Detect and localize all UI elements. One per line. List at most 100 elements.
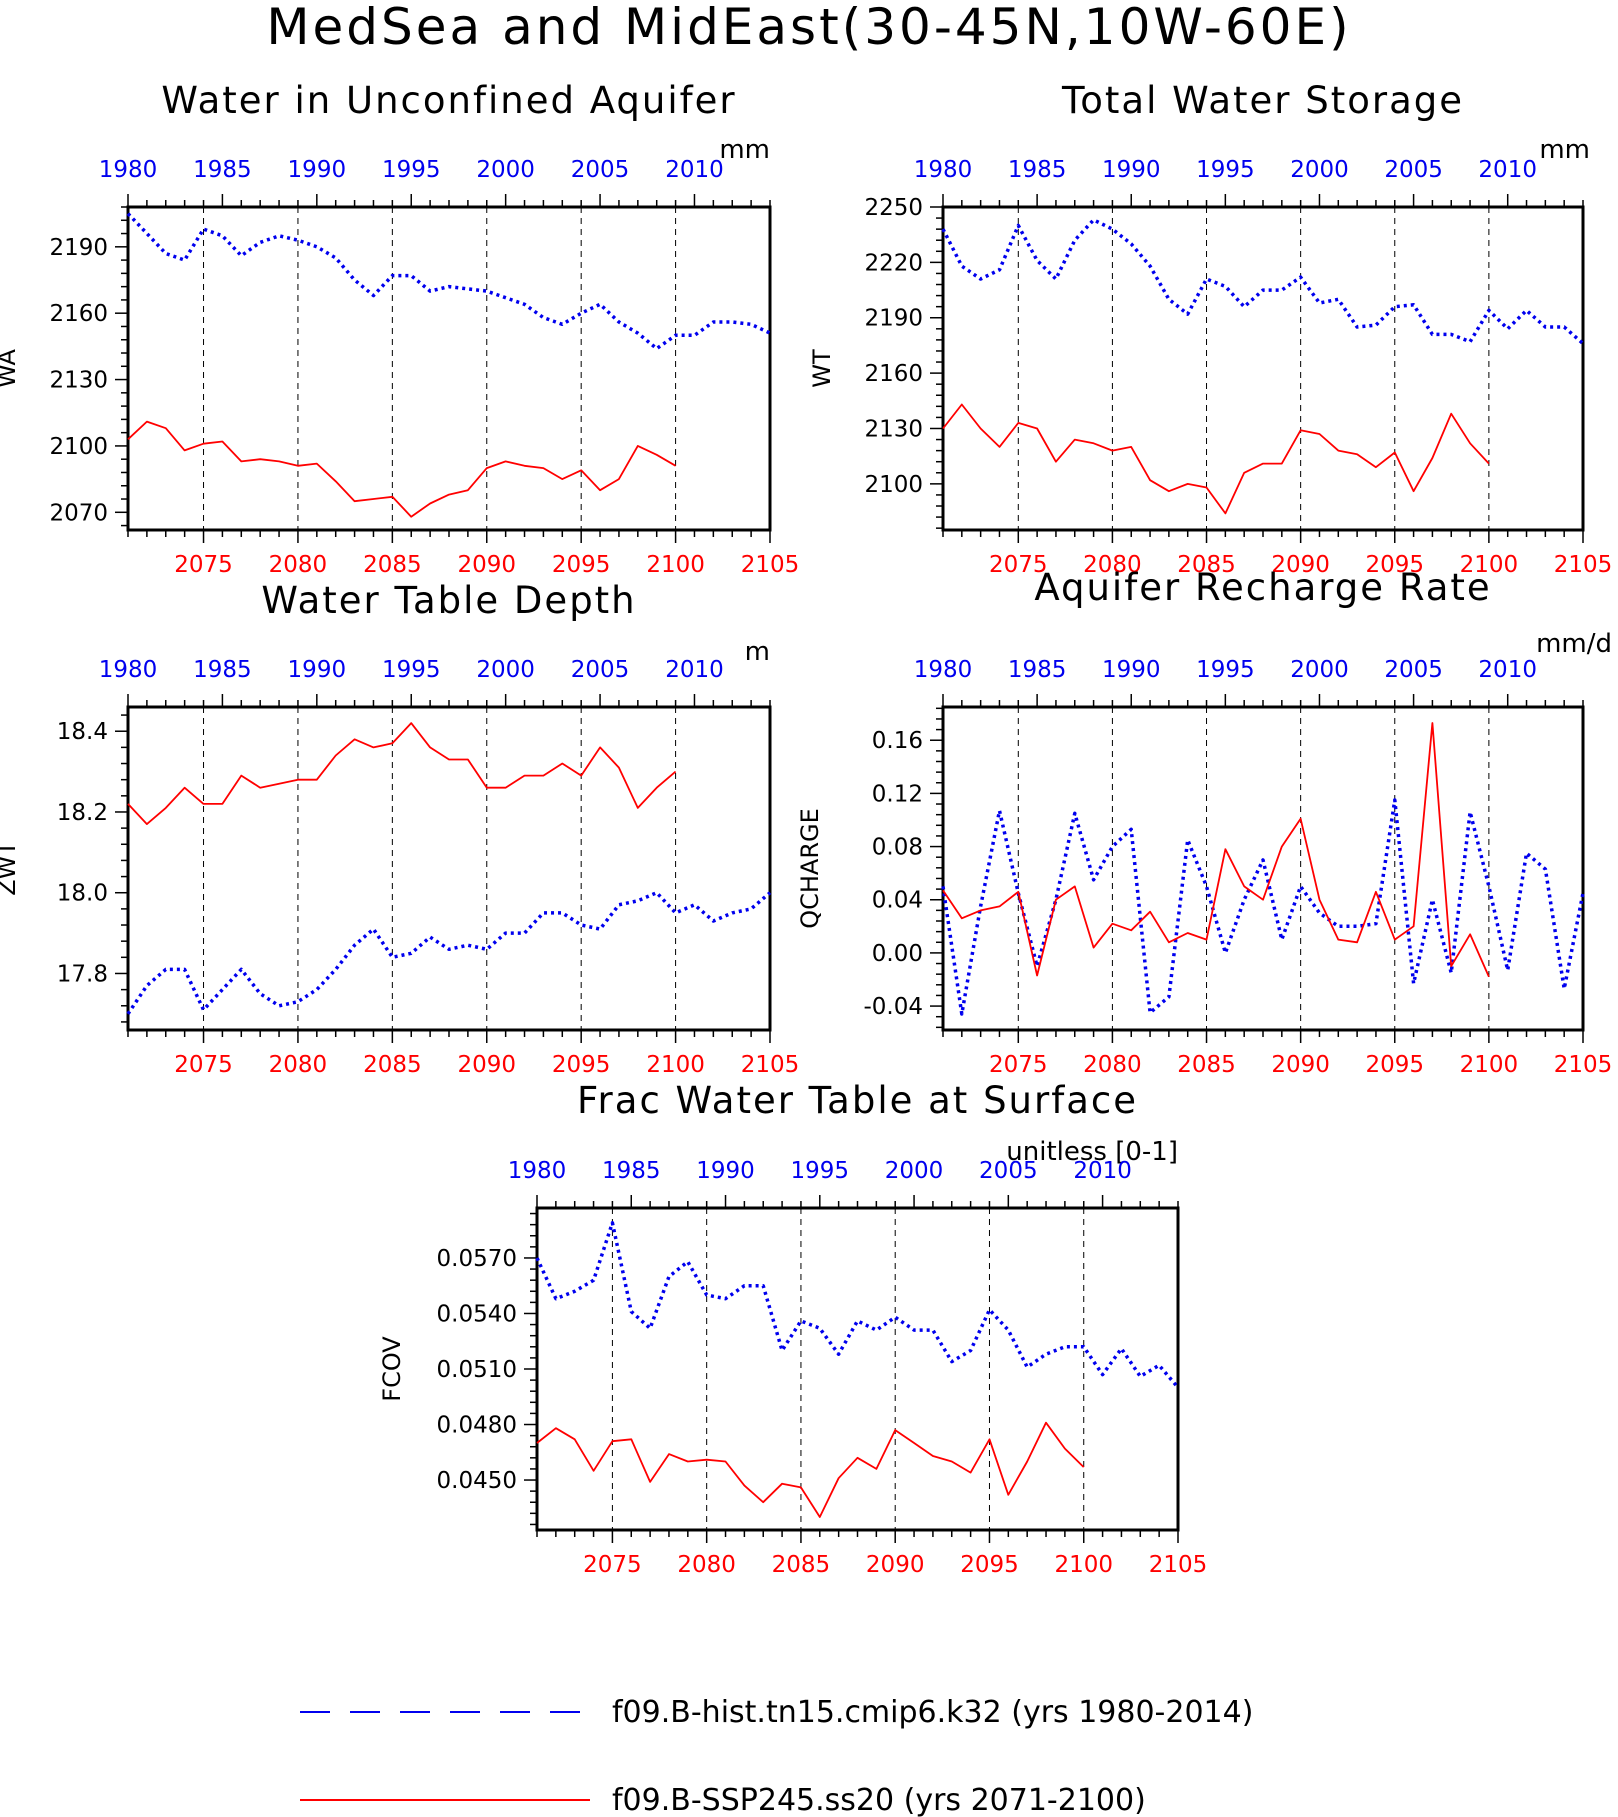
- x-bottom-tick-label: 2075: [989, 552, 1048, 578]
- x-bottom-tick-label: 2080: [1083, 552, 1142, 578]
- panel-title: Frac Water Table at Surface: [577, 1079, 1138, 1122]
- y-tick-label: 0.0570: [437, 1246, 517, 1272]
- y-tick-label: 18.4: [57, 719, 108, 745]
- x-top-tick-label: 2000: [885, 1158, 944, 1184]
- x-bottom-tick-label: 2095: [1365, 552, 1424, 578]
- x-top-tick-label: 2010: [665, 657, 724, 683]
- x-bottom-tick-label: 2085: [772, 1552, 831, 1578]
- legend-label-hist: f09.B-hist.tn15.cmip6.k32 (yrs 1980-2014…: [612, 1695, 1253, 1730]
- x-bottom-tick-label: 2105: [1554, 552, 1613, 578]
- x-bottom-tick-label: 2090: [457, 1052, 516, 1078]
- y-tick-label: 2130: [49, 368, 108, 394]
- x-top-tick-label: 2010: [665, 157, 724, 183]
- x-bottom-tick-label: 2080: [677, 1552, 736, 1578]
- y-tick-label: 2100: [864, 472, 923, 498]
- y-tick-label: 2190: [49, 235, 108, 261]
- x-top-tick-label: 1990: [1102, 157, 1161, 183]
- x-top-tick-label: 2000: [1290, 157, 1349, 183]
- y-tick-label: 2250: [864, 195, 923, 221]
- series-line-hist: [941, 218, 1585, 345]
- units-label: m: [745, 637, 770, 667]
- x-top-tick-label: 1995: [382, 657, 441, 683]
- x-top-tick-label: 1990: [288, 157, 347, 183]
- y-tick-label: 2160: [864, 361, 923, 387]
- series-line-ssp: [536, 1421, 1085, 1518]
- legend: f09.B-hist.tn15.cmip6.k32 (yrs 1980-2014…: [300, 1695, 1253, 1817]
- y-tick-label: 2220: [864, 250, 923, 276]
- x-bottom-tick-label: 2075: [583, 1552, 642, 1578]
- x-top-tick-label: 1980: [914, 657, 973, 683]
- x-top-tick-label: 1985: [193, 657, 252, 683]
- x-bottom-tick-label: 2100: [1054, 1552, 1113, 1578]
- x-top-tick-label: 1985: [602, 1158, 661, 1184]
- x-bottom-tick-label: 2105: [741, 552, 800, 578]
- y-tick-label: 2100: [49, 434, 108, 460]
- y-tick-label: 2130: [864, 416, 923, 442]
- x-top-tick-label: 2005: [1384, 157, 1443, 183]
- x-top-tick-label: 1995: [1196, 657, 1255, 683]
- x-bottom-tick-label: 2090: [1271, 1052, 1330, 1078]
- y-tick-label: 0.04: [872, 888, 923, 914]
- y-axis-label: FCOV: [378, 1336, 406, 1402]
- panels: Water in Unconfined Aquifer mm 2075 2080 208…: [0, 79, 1612, 1578]
- units-label: mm: [1539, 135, 1590, 165]
- y-tick-label: 18.0: [57, 881, 108, 907]
- x-top-tick-label: 1985: [1008, 657, 1067, 683]
- x-bottom-tick-label: 2080: [269, 552, 328, 578]
- y-tick-label: 0.12: [872, 781, 923, 807]
- x-bottom-tick-label: 2095: [1365, 1052, 1424, 1078]
- x-bottom-tick-label: 2095: [960, 1552, 1019, 1578]
- legend-label-ssp: f09.B-SSP245.ss20 (yrs 2071-2100): [612, 1783, 1146, 1817]
- panel-3: Water Table Depth m 2075 2080 2085 2090 2095 21…: [0, 579, 799, 1078]
- y-axis-label: WA: [0, 349, 21, 388]
- y-tick-label: 0.0480: [437, 1413, 517, 1439]
- y-tick-label: -0.04: [863, 994, 923, 1020]
- series-line-ssp: [942, 403, 1490, 515]
- x-bottom-tick-label: 2085: [363, 1052, 422, 1078]
- x-bottom-tick-label: 2105: [1554, 1052, 1613, 1078]
- x-bottom-tick-label: 2090: [1271, 552, 1330, 578]
- x-top-tick-label: 1990: [1102, 657, 1161, 683]
- y-tick-label: 0.00: [872, 941, 923, 967]
- y-tick-label: 0.16: [872, 728, 923, 754]
- x-bottom-tick-label: 2100: [646, 1052, 705, 1078]
- x-top-tick-label: 2010: [1478, 157, 1537, 183]
- plot-frame: [941, 705, 1585, 1032]
- x-top-tick-label: 1980: [99, 657, 158, 683]
- series-line-ssp: [127, 420, 677, 518]
- panel-title: Water in Unconfined Aquifer: [161, 79, 736, 122]
- x-bottom-tick-label: 2100: [1460, 1052, 1519, 1078]
- x-top-tick-label: 1990: [288, 657, 347, 683]
- x-top-tick-label: 1980: [914, 157, 973, 183]
- x-top-tick-label: 1980: [99, 157, 158, 183]
- x-bottom-tick-label: 2085: [363, 552, 422, 578]
- series-line-hist: [126, 212, 771, 351]
- series-line-hist: [535, 1221, 1180, 1389]
- x-top-tick-label: 1980: [508, 1158, 567, 1184]
- y-tick-label: 0.08: [872, 835, 923, 861]
- x-top-tick-label: 1995: [791, 1158, 850, 1184]
- y-tick-label: 18.2: [57, 800, 108, 826]
- x-bottom-tick-label: 2100: [646, 552, 705, 578]
- x-top-tick-label: 2010: [1073, 1158, 1132, 1184]
- x-bottom-tick-label: 2080: [1083, 1052, 1142, 1078]
- y-tick-label: 0.0540: [437, 1301, 517, 1327]
- y-tick-label: 2070: [49, 500, 108, 526]
- plot-frame: [126, 705, 772, 1032]
- x-top-tick-label: 2005: [571, 157, 630, 183]
- panel-2: Total Water Storage mm 2075 2080 2085 2090 209…: [808, 79, 1612, 578]
- units-label: mm: [719, 135, 770, 165]
- x-top-tick-label: 1995: [382, 157, 441, 183]
- units-label: unitless [0-1]: [1006, 1137, 1178, 1167]
- x-bottom-tick-label: 2105: [741, 1052, 800, 1078]
- y-tick-label: 0.0510: [437, 1357, 517, 1383]
- x-bottom-tick-label: 2100: [1460, 552, 1519, 578]
- figure-title: MedSea and MidEast(30-45N,10W-60E): [266, 0, 1351, 56]
- panel-title: Total Water Storage: [1061, 79, 1464, 122]
- y-axis-label: WT: [808, 349, 836, 388]
- x-bottom-tick-label: 2075: [174, 552, 233, 578]
- y-tick-label: 17.8: [57, 961, 108, 987]
- y-tick-label: 2190: [864, 306, 923, 332]
- x-top-tick-label: 2010: [1478, 657, 1537, 683]
